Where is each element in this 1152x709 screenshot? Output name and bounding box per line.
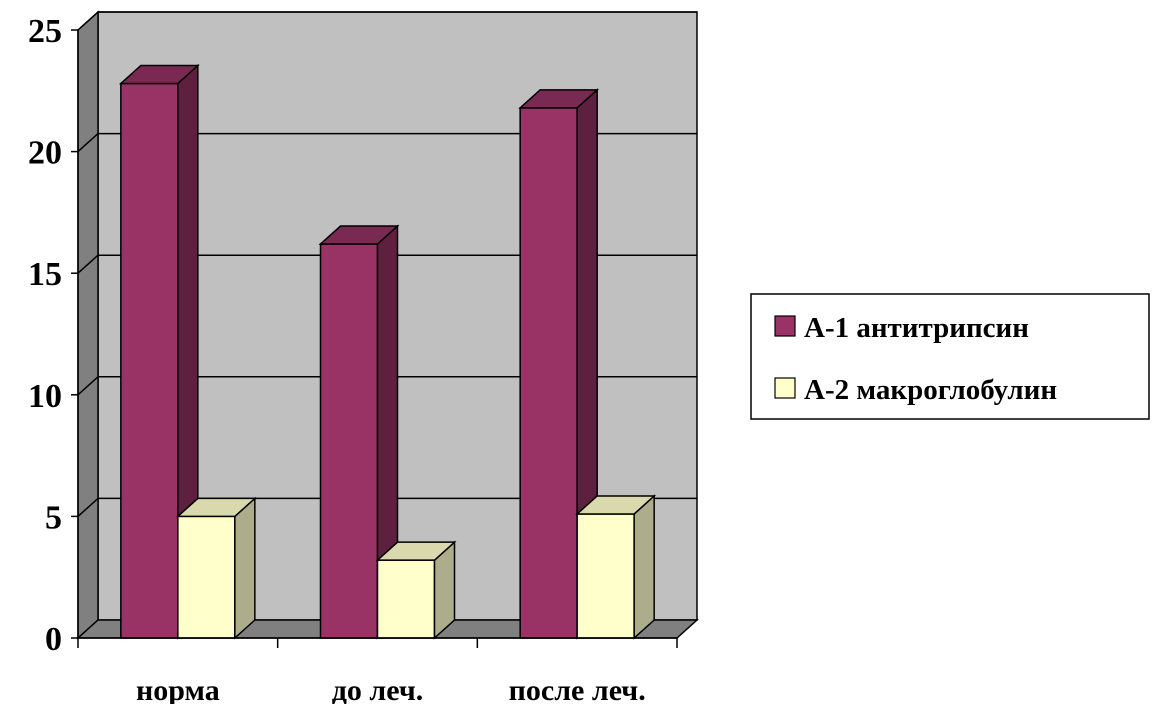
legend-swatch-a2 <box>774 377 796 399</box>
x-ticks: норма до леч. после леч. <box>77 638 678 707</box>
bar-a2-2 <box>575 494 657 640</box>
legend-box <box>750 293 1150 420</box>
x-tick-label: норма <box>136 674 220 704</box>
y-tick-label: 25 <box>28 13 62 50</box>
bar-a1-0 <box>118 63 200 640</box>
y-tick-label: 15 <box>28 256 62 293</box>
y-tick-label: 5 <box>45 499 62 536</box>
legend-swatch-a1 <box>774 315 796 337</box>
axes <box>77 30 677 639</box>
y-tick-label: 10 <box>28 378 62 415</box>
legend: А-1 антитрипсин А-2 макроглобулин <box>750 293 1150 420</box>
gridline-side <box>77 11 99 31</box>
legend-label-a2: А-2 макроглобулин <box>804 374 1057 406</box>
gridline-side <box>77 254 99 274</box>
y-tick-label: 20 <box>28 135 62 172</box>
bars <box>118 63 657 640</box>
side-wall <box>77 10 99 640</box>
gridline-side <box>77 133 99 153</box>
x-tick-label: после леч. <box>509 674 646 704</box>
bar-a1-1 <box>318 224 400 640</box>
bar-a2-0 <box>175 496 257 640</box>
gridline-side <box>77 497 99 517</box>
y-tick-label: 0 <box>45 621 62 658</box>
legend-label-a1: А-1 антитрипсин <box>804 312 1029 344</box>
gridline-side <box>77 376 99 396</box>
x-tick-label: до леч. <box>332 674 424 704</box>
y-ticks: 0 5 10 15 20 25 <box>28 13 78 658</box>
bar-a2-1 <box>375 540 457 640</box>
